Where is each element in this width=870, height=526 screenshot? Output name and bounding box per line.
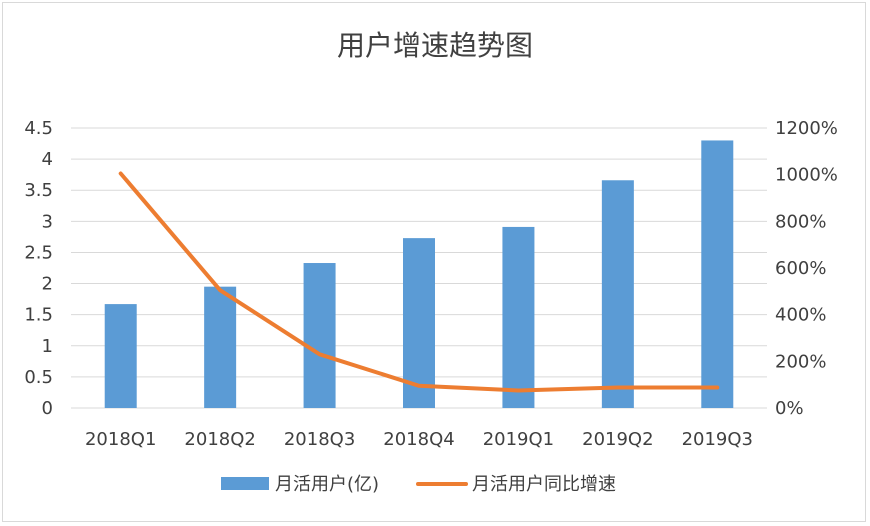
right-tick-label: 800% xyxy=(775,211,826,232)
x-tick-label: 2018Q4 xyxy=(383,429,454,450)
left-tick-label: 1.5 xyxy=(24,305,53,326)
left-tick-label: 2.5 xyxy=(24,242,53,263)
bar xyxy=(403,238,435,408)
chart: 用户增速趋势图 0 0.5 1 1.5 2 2.5 3 3.5 4 4.5 0% 200% 400% 6… xyxy=(24,29,838,495)
left-tick-label: 0 xyxy=(42,398,53,419)
bar xyxy=(502,226,535,408)
right-tick-label: 0% xyxy=(775,398,804,419)
x-tick-label: 2019Q2 xyxy=(582,429,653,450)
legend-line-label: 月活用户同比增速 xyxy=(472,474,616,495)
left-tick-label: 4.5 xyxy=(24,118,53,139)
bar xyxy=(303,263,336,408)
left-tick-label: 3 xyxy=(42,211,53,232)
right-tick-label: 400% xyxy=(775,305,826,326)
left-tick-label: 2 xyxy=(42,274,53,295)
chart-title: 用户增速趋势图 xyxy=(337,29,533,62)
left-tick-label: 4 xyxy=(42,149,53,170)
bar xyxy=(701,140,734,408)
right-tick-label: 600% xyxy=(775,258,826,279)
right-tick-label: 1200% xyxy=(775,118,838,139)
bar xyxy=(204,286,237,408)
right-tick-label: 200% xyxy=(775,351,826,372)
bar xyxy=(601,180,634,408)
legend-bar-swatch xyxy=(221,477,269,490)
line-series xyxy=(118,171,720,393)
growth-line xyxy=(118,171,720,393)
left-tick-label: 1 xyxy=(42,336,53,357)
x-tick-label: 2019Q3 xyxy=(682,429,753,450)
right-axis: 0% 200% 400% 600% 800% 1000% 1200% xyxy=(775,118,838,419)
legend-bar-label: 月活用户(亿) xyxy=(275,474,379,495)
left-tick-label: 3.5 xyxy=(24,180,53,201)
x-tick-label: 2018Q3 xyxy=(284,429,355,450)
left-tick-label: 0.5 xyxy=(24,367,53,388)
x-tick-label: 2018Q2 xyxy=(184,429,255,450)
x-tick-label: 2019Q1 xyxy=(483,429,554,450)
bar-series xyxy=(104,140,734,408)
legend: 月活用户(亿) 月活用户同比增速 xyxy=(221,474,616,495)
bar xyxy=(104,304,137,408)
right-tick-label: 1000% xyxy=(775,165,838,186)
left-axis: 0 0.5 1 1.5 2 2.5 3 3.5 4 4.5 xyxy=(24,118,53,419)
x-axis: 2018Q1 2018Q2 2018Q3 2018Q4 2019Q1 2019Q2 2019… xyxy=(85,429,753,450)
x-tick-label: 2018Q1 xyxy=(85,429,156,450)
